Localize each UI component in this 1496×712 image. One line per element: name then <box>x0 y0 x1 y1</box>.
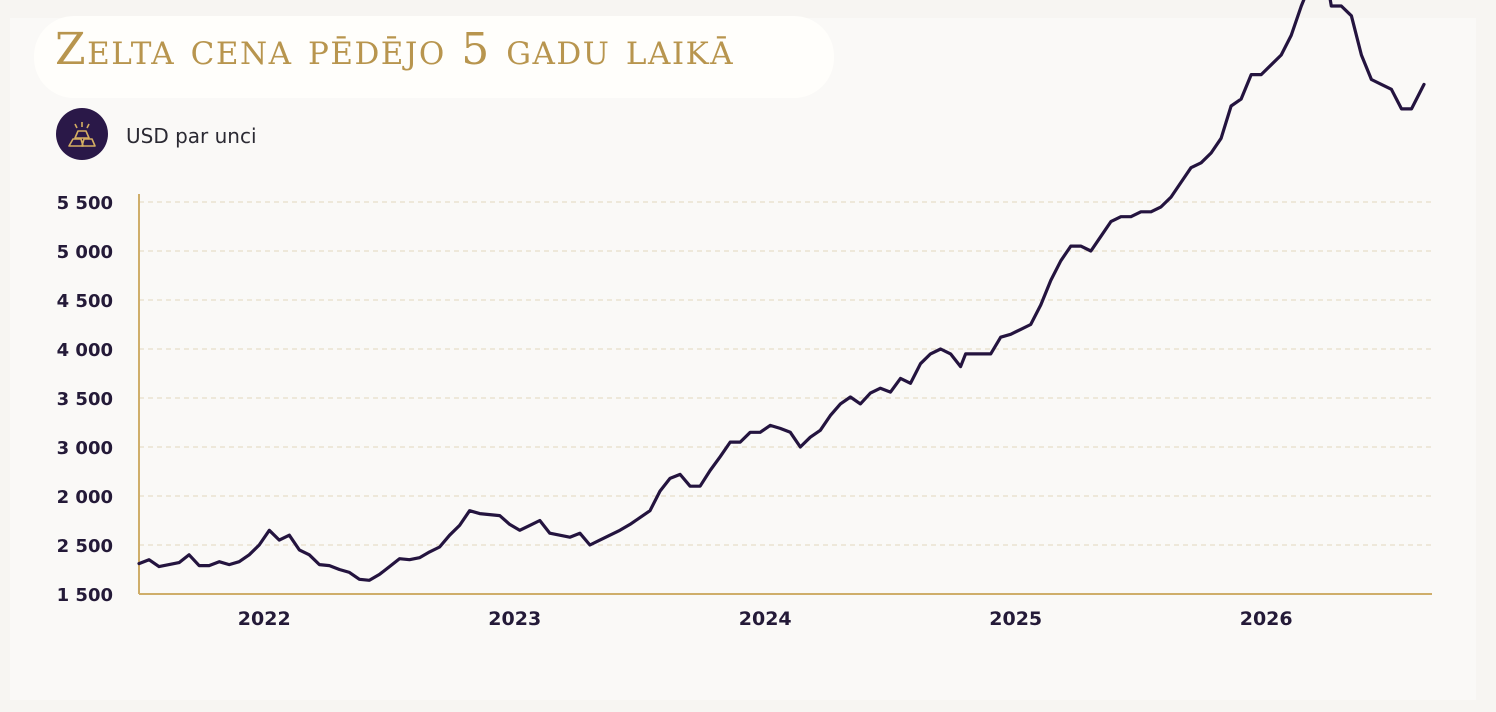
gold-bars-icon <box>56 108 108 160</box>
chart-title: Zelta cena pēdējo 5 gadu laikā <box>55 24 735 75</box>
y-tick-label: 4 000 <box>57 340 113 361</box>
grid-lines <box>139 201 1432 546</box>
y-tick-label: 4 500 <box>57 291 113 312</box>
y-tick-label: 2 000 <box>57 487 113 508</box>
price-line <box>137 0 1426 582</box>
y-tick-label: 2 500 <box>57 536 113 557</box>
x-tick-label: 2026 <box>1240 608 1293 630</box>
x-tick-label: 2024 <box>739 608 792 630</box>
y-tick-label: 3 500 <box>57 389 113 410</box>
title-banner <box>34 16 834 98</box>
y-tick-label: 5 000 <box>57 242 113 263</box>
chart-card <box>10 18 1476 700</box>
y-tick-label: 3 000 <box>57 438 113 459</box>
x-tick-label: 2022 <box>238 608 291 630</box>
x-tick-label: 2025 <box>989 608 1042 630</box>
y-tick-label: 5 500 <box>57 193 113 214</box>
x-tick-label: 2023 <box>488 608 541 630</box>
unit-label: USD par unci <box>126 124 257 148</box>
y-tick-label: 1 500 <box>57 585 113 606</box>
